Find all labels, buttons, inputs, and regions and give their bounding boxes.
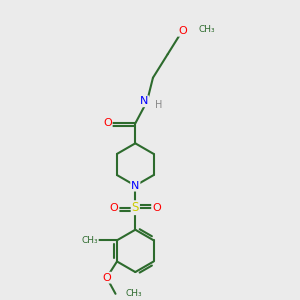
Text: N: N bbox=[140, 96, 148, 106]
Text: N: N bbox=[131, 181, 140, 190]
Text: O: O bbox=[178, 26, 187, 36]
Text: O: O bbox=[102, 273, 111, 283]
Text: CH₃: CH₃ bbox=[81, 236, 98, 245]
Text: O: O bbox=[110, 203, 118, 213]
Text: S: S bbox=[132, 201, 139, 214]
Text: O: O bbox=[103, 118, 112, 128]
Text: H: H bbox=[154, 100, 162, 110]
Text: O: O bbox=[152, 203, 161, 213]
Text: CH₃: CH₃ bbox=[126, 289, 142, 298]
Text: CH₃: CH₃ bbox=[199, 25, 215, 34]
